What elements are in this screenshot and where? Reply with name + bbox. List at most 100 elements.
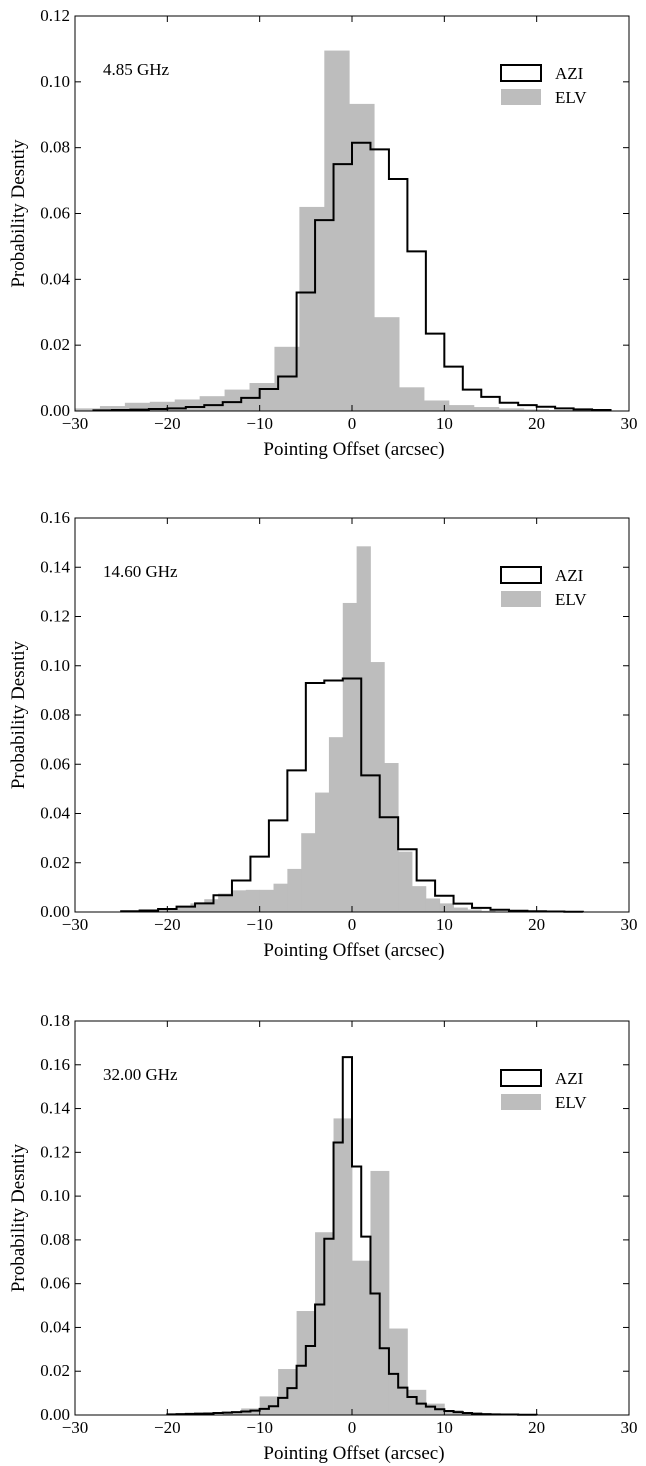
- x-tick-label: −20: [154, 1418, 181, 1437]
- chart-panel-3: −30 −20 −10 0 10 20 30 0.00 0.02 0.04 0.06 0.08 0.10…: [8, 1011, 638, 1464]
- histogram-bar: [453, 907, 468, 912]
- legend: AZI ELV: [500, 1069, 587, 1112]
- x-tick-label: 10: [436, 1418, 453, 1437]
- x-tick-label: −30: [62, 414, 89, 433]
- series-azi: [166, 1056, 538, 1416]
- histogram-bar: [174, 399, 201, 411]
- y-tick-label: 0.02: [40, 1361, 70, 1380]
- x-tick-label: 20: [528, 1418, 545, 1437]
- histogram-bar: [299, 206, 325, 411]
- histogram-step-line: [166, 1056, 538, 1416]
- y-tick-label: 0.04: [40, 1317, 70, 1336]
- legend-label-elv: ELV: [555, 88, 587, 107]
- histogram-bar: [287, 868, 302, 912]
- histogram-bar: [498, 408, 525, 411]
- histogram-bar: [315, 792, 330, 912]
- histogram-bar: [481, 910, 496, 912]
- histogram-bar: [349, 103, 375, 411]
- histogram-bar: [301, 833, 316, 912]
- x-axis-label: Pointing Offset (arcsec): [263, 439, 444, 460]
- series-elv: [75, 50, 574, 411]
- x-tick-label: −10: [246, 414, 273, 433]
- legend-label-elv: ELV: [555, 1093, 587, 1112]
- y-tick-label: 0.06: [40, 1274, 70, 1293]
- x-tick-label: 30: [621, 915, 638, 934]
- histogram-bar: [218, 893, 233, 912]
- y-tick-label: 0.00: [40, 1405, 70, 1424]
- chart-panel-1: −30 −20 −10 0 10 20 30 0.00 0.02 0.04 0.06 0.08 0.10…: [8, 6, 638, 460]
- histogram-bar: [370, 662, 385, 912]
- series-azi: [92, 141, 612, 412]
- x-tick-label: 20: [528, 414, 545, 433]
- y-tick-label: 0.08: [40, 705, 70, 724]
- y-tick-label: 0.02: [40, 853, 70, 872]
- histogram-bar: [342, 602, 358, 912]
- histogram-bar: [273, 883, 288, 912]
- histogram-bar: [124, 402, 151, 411]
- series-elv: [148, 546, 496, 912]
- histogram-bar: [412, 886, 427, 912]
- x-tick-label: −10: [246, 1418, 273, 1437]
- x-tick-label: −30: [62, 915, 89, 934]
- y-tick-label: 0.18: [40, 1011, 70, 1030]
- histogram-bar: [149, 401, 176, 411]
- x-tick-label: 0: [348, 1418, 357, 1437]
- x-axis-label: Pointing Offset (arcsec): [263, 1443, 444, 1464]
- histogram-bar: [352, 1260, 371, 1415]
- histogram-bar: [356, 546, 371, 912]
- legend-swatch-azi: [500, 1069, 542, 1087]
- x-tick-label: 10: [436, 414, 453, 433]
- histogram-step-line: [92, 141, 612, 412]
- y-tick-label: 0.00: [40, 902, 70, 921]
- x-tick-label: 0: [348, 414, 357, 433]
- frequency-annotation: 32.00 GHz: [103, 1065, 178, 1084]
- y-axis-label: Probability Desntiy: [8, 1143, 29, 1292]
- histogram-bar: [328, 737, 344, 912]
- histogram-bar: [176, 906, 191, 912]
- histogram-bar: [245, 889, 261, 912]
- legend-swatch-azi: [500, 64, 542, 82]
- histogram-bar: [162, 909, 177, 912]
- chart-panel-2: −30 −20 −10 0 10 20 30 0.00 0.02 0.04 0.06 0.08 0.10…: [8, 508, 638, 961]
- histogram-bar: [467, 909, 482, 912]
- frequency-annotation: 4.85 GHz: [103, 60, 170, 79]
- y-tick-label: 0.08: [40, 1230, 70, 1249]
- histogram-bar: [224, 389, 250, 411]
- y-tick-label: 0.12: [40, 607, 70, 626]
- y-tick-label: 0.14: [40, 557, 70, 576]
- x-tick-label: 20: [528, 915, 545, 934]
- histogram-bar: [398, 851, 413, 912]
- x-tick-label: −10: [246, 915, 273, 934]
- legend: AZI ELV: [500, 64, 587, 107]
- y-tick-label: 0.10: [40, 656, 70, 675]
- y-tick-label: 0.16: [40, 508, 70, 527]
- legend-label-azi: AZI: [555, 566, 584, 585]
- histogram-bar: [324, 50, 350, 411]
- histogram-bar: [204, 899, 219, 912]
- legend-swatch-elv: [501, 591, 541, 607]
- histogram-bar: [384, 763, 399, 912]
- histogram-bar: [374, 317, 400, 411]
- y-tick-label: 0.14: [40, 1099, 70, 1118]
- y-axis-label: Probability Desntiy: [8, 640, 29, 789]
- x-tick-label: 0: [348, 915, 357, 934]
- legend-swatch-elv: [501, 89, 541, 105]
- y-tick-label: 0.02: [40, 335, 70, 354]
- histogram-bar: [99, 406, 126, 411]
- frequency-annotation: 14.60 GHz: [103, 562, 178, 581]
- y-axis-label: Probability Desntiy: [8, 139, 29, 288]
- legend-swatch-elv: [501, 1094, 541, 1110]
- histogram-bar: [231, 890, 247, 912]
- x-tick-label: −20: [154, 414, 181, 433]
- histogram-bar: [333, 1118, 353, 1415]
- x-tick-label: −30: [62, 1418, 89, 1437]
- histogram-bar: [399, 387, 425, 411]
- legend-label-azi: AZI: [555, 64, 584, 83]
- histogram-bar: [199, 396, 225, 411]
- x-tick-label: −20: [154, 915, 181, 934]
- y-tick-label: 0.16: [40, 1055, 70, 1074]
- histogram-bar: [315, 1232, 334, 1415]
- y-tick-label: 0.06: [40, 754, 70, 773]
- legend-swatch-azi: [500, 566, 542, 584]
